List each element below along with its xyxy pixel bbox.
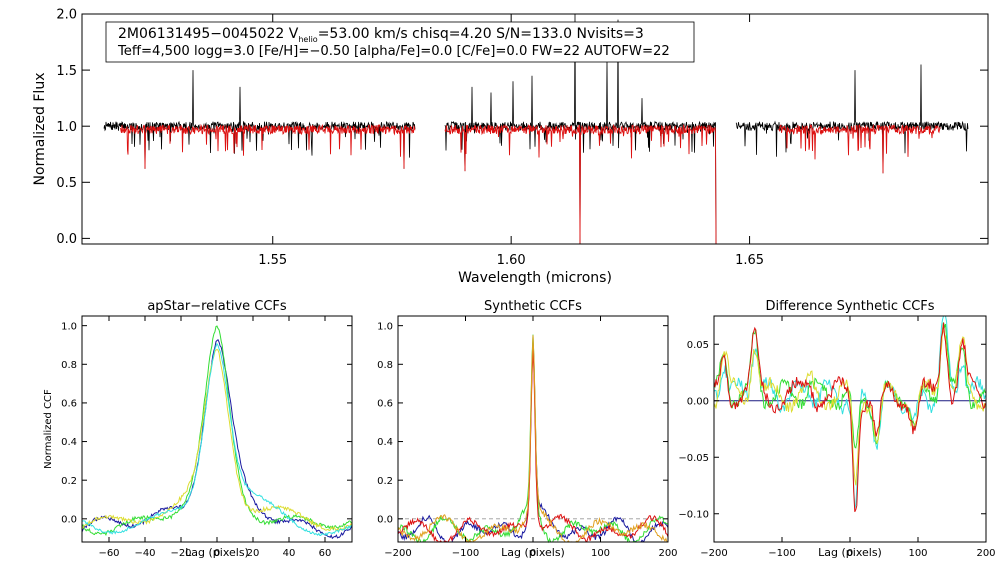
y-tick-label: 0.5 [56, 176, 77, 191]
ccf-series-visit-4 [397, 335, 668, 543]
difference-series-visit-1 [713, 315, 986, 509]
synthetic-ccf-x-label: Lag (pixels) [501, 546, 565, 559]
x-tick-label: 60 [319, 548, 332, 559]
y-tick-label: 1.0 [377, 321, 393, 332]
y-tick-label: 0.4 [61, 437, 77, 448]
x-tick-label: −40 [134, 548, 155, 559]
ccf-series-visit-3 [81, 348, 353, 532]
y-tick-label: 0.6 [377, 399, 393, 410]
y-tick-label: 0.00 [687, 396, 709, 407]
difference-ccf-ticks: −200 −100 0 100 200 −0.10 −0.05 0.00 0.05 [678, 316, 996, 559]
spectrum-series-model [120, 123, 941, 245]
y-tick-label: 0.2 [61, 476, 77, 487]
y-tick-label: 0.0 [377, 514, 393, 525]
difference-series-visit-2 [713, 322, 986, 449]
x-tick-label: 1.65 [735, 253, 764, 268]
y-tick-label: 0.8 [377, 360, 393, 371]
x-tick-label: 0 [847, 548, 853, 559]
x-tick-label: 40 [283, 548, 296, 559]
spectrum-x-label: Wavelength (microns) [458, 270, 612, 286]
synthetic-ccf-lines [397, 334, 669, 544]
ccf-series-visit-4 [81, 342, 353, 537]
x-tick-label: −60 [98, 548, 119, 559]
y-tick-label: 0.2 [377, 476, 393, 487]
difference-ccf-panel: −200 −100 0 100 200 −0.10 −0.05 0.00 0.05 Differ… [678, 299, 995, 559]
synthetic-ccf-title: Synthetic CCFs [484, 299, 582, 314]
y-tick-label: −0.10 [678, 509, 709, 520]
apstar-ccf-ticks: −60 −40 −20 0 20 40 60 0.0 0.2 0.4 0.6 0.8 1.0 [61, 316, 352, 559]
difference-ccf-frame [713, 315, 987, 543]
x-tick-label: 0 [530, 548, 536, 559]
synthetic-ccf-ticks: −200 −100 0 100 200 0.0 0.2 0.4 0.6 0.8 1.0 [377, 316, 678, 559]
x-tick-label: 1.55 [258, 253, 287, 268]
apstar-ccf-lines [81, 325, 353, 540]
ccf-series-visit-1 [81, 339, 353, 540]
x-tick-label: 1.60 [497, 253, 526, 268]
x-tick-label: 100 [908, 548, 927, 559]
x-tick-label: −20 [170, 548, 191, 559]
difference-ccf-x-label: Lag (pixels) [818, 546, 882, 559]
spectrum-panel: 1.55 1.60 1.65 0.0 0.5 1.0 1.5 2.0 2M06131495−0… [32, 8, 989, 286]
x-tick-label: 200 [658, 548, 677, 559]
apstar-ccf-x-label: Lag (pixels) [185, 546, 249, 559]
y-tick-label: 1.5 [56, 64, 77, 79]
y-tick-label: 0.05 [687, 340, 709, 351]
x-tick-label: 200 [976, 548, 995, 559]
x-tick-label: 0 [214, 548, 220, 559]
x-tick-label: 20 [247, 548, 260, 559]
x-tick-label: −200 [700, 548, 727, 559]
annotation-line-1: 2M06131495−0045022 Vhelio=53.00 km/s chi… [118, 26, 644, 44]
y-tick-label: −0.05 [678, 453, 709, 464]
ccf-series-visit-1 [397, 342, 669, 543]
x-tick-label: −100 [452, 548, 479, 559]
spectrum-ticks: 1.55 1.60 1.65 0.0 0.5 1.0 1.5 2.0 [56, 8, 988, 268]
y-tick-label: 2.0 [56, 8, 77, 23]
y-tick-label: 0.4 [377, 437, 393, 448]
spectrum-lines [103, 13, 969, 245]
y-tick-label: 0.8 [61, 360, 77, 371]
difference-ccf-lines [713, 315, 986, 513]
y-tick-label: 0.6 [61, 399, 77, 410]
difference-ccf-title: Difference Synthetic CCFs [765, 299, 934, 314]
ccf-series-visit-2 [81, 325, 353, 536]
y-tick-label: 1.0 [61, 321, 77, 332]
x-tick-label: −200 [384, 548, 411, 559]
apstar-ccf-title: apStar−relative CCFs [147, 299, 287, 314]
ccf-series-visit-3 [397, 350, 669, 543]
apstar-ccf-y-label: Normalized CCF [43, 389, 54, 469]
y-tick-label: 0.0 [56, 232, 77, 247]
annotation-line-2: Teff=4,500 logg=3.0 [Fe/H]=−0.50 [alpha/… [117, 44, 670, 59]
x-tick-label: −100 [768, 548, 795, 559]
ccf-series-visit-2 [397, 334, 669, 544]
y-tick-label: 0.0 [61, 514, 77, 525]
difference-series-visit-4 [713, 322, 986, 513]
synthetic-ccf-panel: −200 −100 0 100 200 0.0 0.2 0.4 0.6 0.8 1.0 Synthe… [377, 299, 677, 559]
spectrum-y-label: Normalized Flux [32, 73, 48, 186]
x-tick-label: 100 [591, 548, 610, 559]
y-tick-label: 1.0 [56, 120, 77, 135]
apstar-ccf-panel: −60 −40 −20 0 20 40 60 0.0 0.2 0.4 0.6 0.8 1.0 apSta… [43, 299, 353, 559]
spectrum-annotation-box [105, 21, 695, 63]
spectrum-frame [81, 13, 989, 245]
